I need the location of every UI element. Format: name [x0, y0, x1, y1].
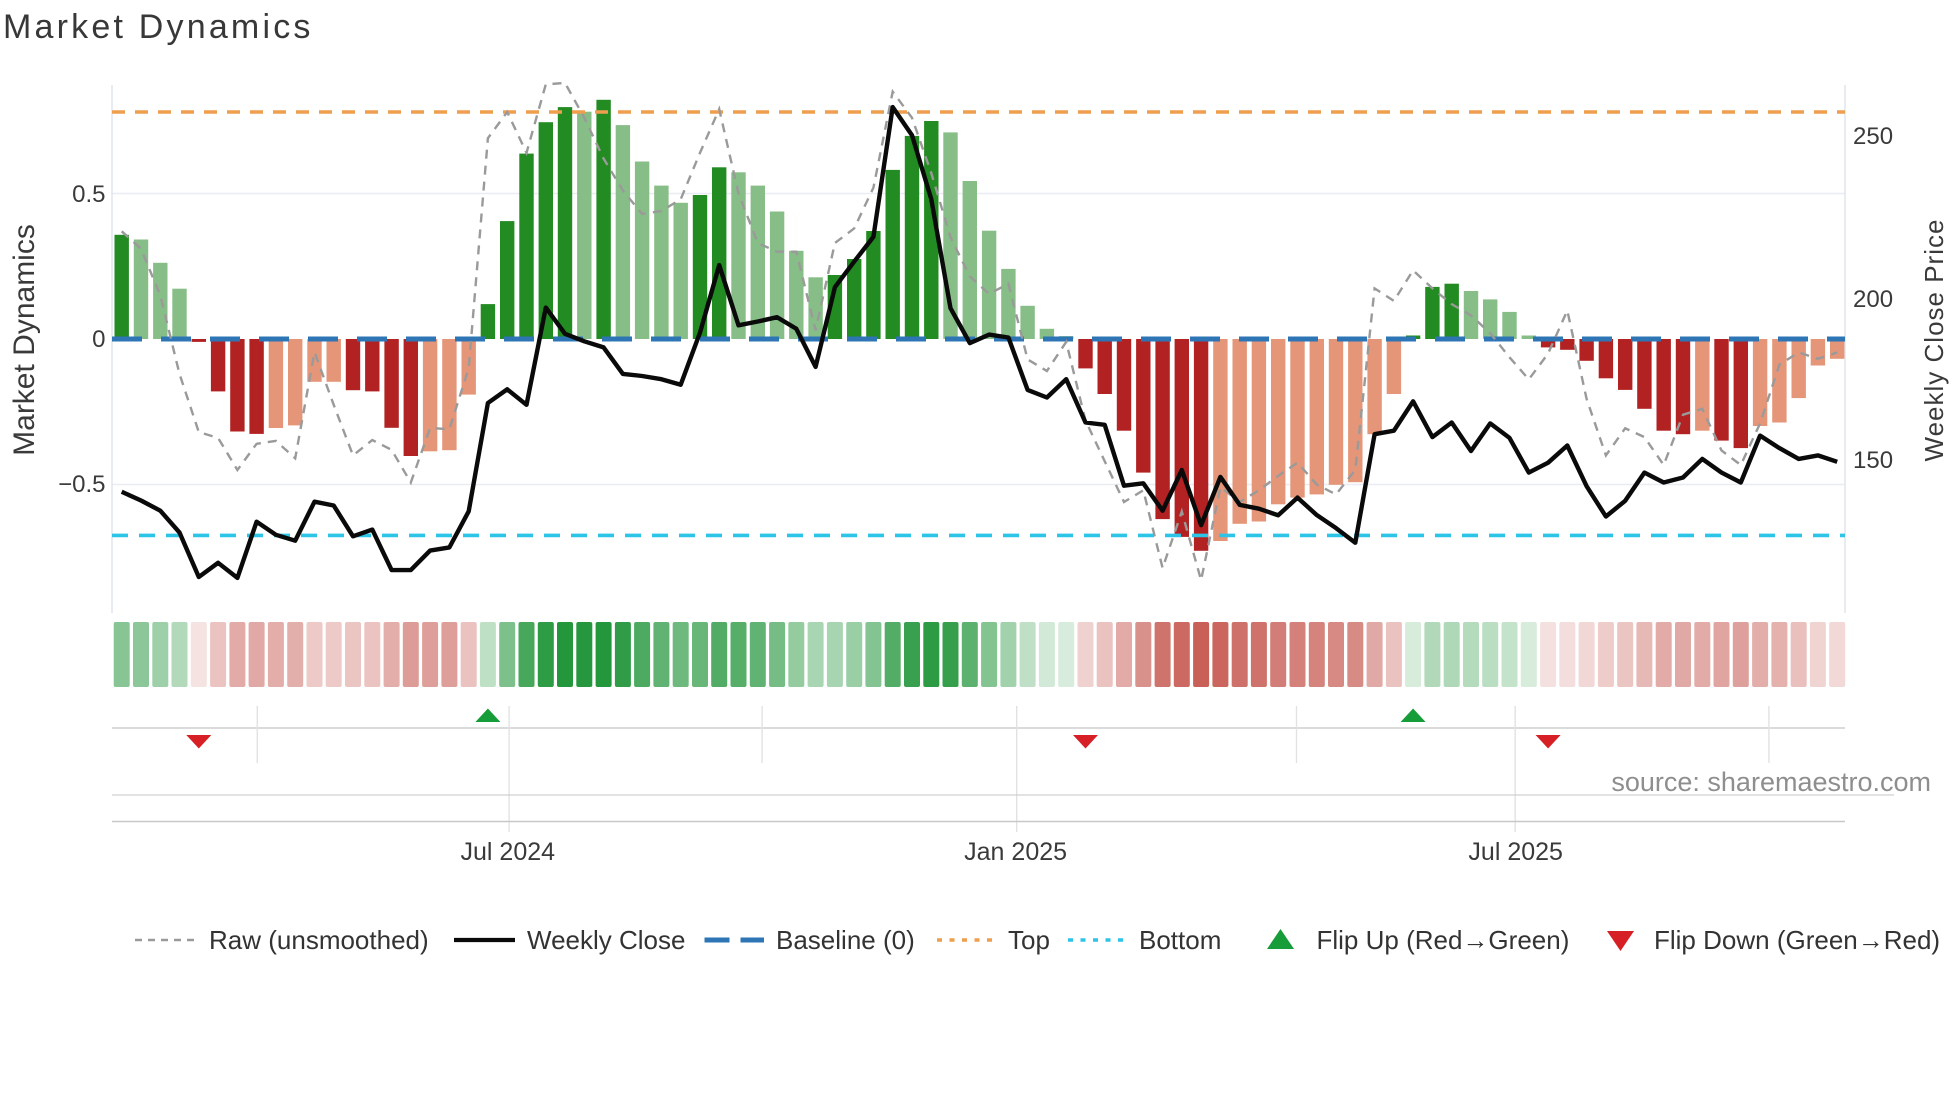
- svg-text:0: 0: [92, 326, 105, 353]
- svg-text:Jul 2024: Jul 2024: [461, 838, 556, 866]
- svg-text:Weekly Close Price: Weekly Close Price: [1919, 219, 1949, 462]
- svg-text:200: 200: [1853, 286, 1893, 313]
- svg-text:Baseline (0): Baseline (0): [776, 925, 915, 955]
- svg-text:0.5: 0.5: [72, 181, 105, 208]
- svg-text:Jan 2025: Jan 2025: [964, 838, 1067, 866]
- svg-text:−0.5: −0.5: [58, 471, 105, 498]
- svg-text:Bottom: Bottom: [1139, 925, 1221, 955]
- svg-text:Market Dynamics: Market Dynamics: [3, 8, 314, 46]
- svg-text:source: sharemaestro.com: source: sharemaestro.com: [1611, 767, 1931, 797]
- svg-text:Flip Down (Green→Red): Flip Down (Green→Red): [1654, 925, 1940, 955]
- svg-text:Market Dynamics: Market Dynamics: [8, 224, 41, 456]
- svg-text:150: 150: [1853, 447, 1893, 474]
- svg-text:Raw (unsmoothed): Raw (unsmoothed): [209, 925, 429, 955]
- svg-text:Weekly Close: Weekly Close: [527, 925, 685, 955]
- svg-text:Jul 2025: Jul 2025: [1468, 838, 1563, 866]
- svg-text:250: 250: [1853, 123, 1893, 150]
- svg-text:Flip Up (Red→Green): Flip Up (Red→Green): [1317, 925, 1570, 955]
- svg-text:Top: Top: [1008, 925, 1050, 955]
